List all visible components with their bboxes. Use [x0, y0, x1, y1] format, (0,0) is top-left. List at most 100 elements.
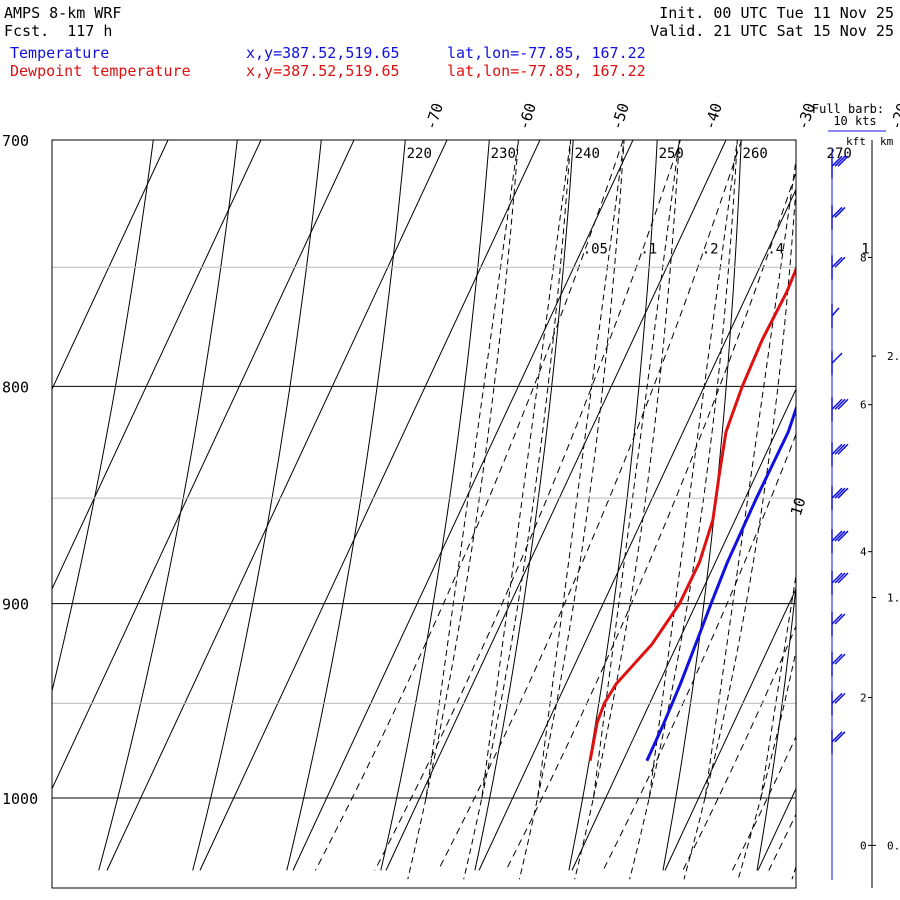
wind-barb — [831, 571, 849, 596]
isotherm — [664, 587, 796, 871]
isotherm-tick-label: -20 — [886, 101, 900, 132]
barb-flag — [837, 398, 849, 410]
kft-tick-label: 0 — [860, 839, 867, 852]
kft-tick-label: 4 — [860, 546, 867, 559]
theta-label: 250 — [659, 146, 684, 162]
barb-flag — [834, 613, 846, 625]
moist-adiabat — [683, 156, 796, 880]
barb-flag — [837, 443, 849, 455]
mixing-ratio-line — [731, 735, 796, 871]
barb-flag — [837, 530, 849, 542]
wind-barb — [831, 397, 849, 422]
barb-flag — [831, 443, 843, 455]
km-tick-label: 2. — [887, 350, 900, 363]
isotherm — [199, 140, 541, 871]
barb-flag — [834, 692, 846, 704]
barb-flag — [831, 487, 843, 499]
dry-adiabat — [192, 140, 322, 871]
barb-flag — [831, 155, 843, 167]
mixing-ratio-line — [505, 170, 796, 871]
model-title: AMPS 8-km WRF — [4, 4, 122, 22]
isotherm-tick-label: 10 — [787, 495, 810, 518]
plot-frame — [51, 139, 797, 889]
barb-flag — [834, 206, 846, 218]
km-tick-label: 0. — [887, 839, 900, 852]
init-time: Init. 00 UTC Tue 11 Nov 25 — [659, 4, 894, 22]
barb-flag — [831, 530, 843, 542]
valid-time: Valid. 21 UTC Sat 15 Nov 25 — [650, 22, 894, 40]
dry-adiabat — [98, 140, 238, 871]
barb-flag — [831, 206, 843, 218]
moist-adiabat — [791, 864, 796, 880]
isotherm-tick-label: -40 — [700, 101, 725, 132]
pressure-tick-label: 900 — [2, 596, 29, 614]
mixing-ratio-label: .1 — [640, 241, 657, 257]
sounding-profiles — [588, 265, 796, 762]
isotherm — [478, 188, 796, 871]
legend-dewpoint-xy: x,y=387.52,519.65 — [246, 62, 400, 80]
isotherm-tick-label: -70 — [421, 101, 446, 132]
barb-flag — [834, 530, 846, 542]
isotherm — [851, 140, 900, 870]
barb-flag — [834, 398, 846, 410]
barb-flag — [834, 256, 846, 268]
legend-temperature-latlon: lat,lon=-77.85, 167.22 — [447, 44, 646, 62]
theta-label: 220 — [407, 146, 432, 162]
wind-barb — [831, 612, 846, 637]
dewpoint-profile — [588, 265, 796, 761]
moist-adiabat — [518, 140, 625, 880]
barb-flag — [834, 572, 846, 584]
wind-barb — [831, 205, 846, 230]
wind-barb — [831, 652, 846, 677]
barb-flag — [834, 653, 846, 665]
theta-label: 230 — [491, 146, 516, 162]
temperature-profile — [645, 404, 796, 762]
mixing-ratio-label: .05 — [583, 241, 608, 257]
dry-adiabat — [52, 140, 154, 694]
isotherm-tick-label: -60 — [514, 101, 539, 132]
barb-flag — [837, 487, 849, 499]
mixing-ratio-line — [682, 625, 796, 871]
barb-flag — [831, 731, 843, 743]
km-axis-label: km — [880, 135, 894, 148]
isotherm — [385, 140, 727, 871]
moist-adiabat — [846, 140, 900, 879]
barb-flag — [831, 692, 843, 704]
pressure-tick-label: 800 — [2, 378, 29, 396]
mixing-ratio-line — [602, 432, 796, 871]
wind-barb — [831, 691, 846, 716]
barb-flag — [831, 256, 843, 268]
moist-adiabat — [463, 140, 572, 880]
barb-flag — [834, 443, 846, 455]
isotherm — [52, 140, 169, 391]
barb-flag — [831, 572, 843, 584]
isotherm-tick-label: -50 — [607, 101, 632, 132]
moist-adiabat — [737, 572, 796, 880]
wind-barb — [831, 486, 849, 511]
isotherm — [52, 140, 355, 790]
isotherm — [106, 140, 448, 871]
dry-adiabat — [286, 140, 406, 871]
wind-barb — [831, 529, 849, 554]
theta-label: 260 — [743, 146, 768, 162]
barb-flag — [834, 155, 846, 167]
mixing-ratio-line — [437, 140, 742, 871]
kft-tick-label: 2 — [860, 692, 867, 705]
dry-adiabat — [756, 582, 796, 871]
barb-flag — [837, 572, 849, 584]
forecast-hour: Fcst. 117 h — [4, 22, 113, 40]
barb-flag — [831, 653, 843, 665]
barb-legend-line2: 10 kts — [833, 114, 876, 128]
legend-dewpoint-name: Dewpoint temperature — [10, 62, 191, 80]
kft-tick-label: 8 — [860, 251, 867, 264]
barb-flag — [831, 613, 843, 625]
pressure-tick-label: 1000 — [2, 790, 38, 808]
mixing-ratio-label: .2 — [702, 241, 719, 257]
dry-adiabat — [568, 140, 658, 871]
theta-label: 240 — [575, 146, 600, 162]
legend-temperature-name: Temperature — [10, 44, 110, 62]
wind-barb — [831, 255, 846, 280]
moist-adiabat — [629, 140, 738, 880]
barb-flag — [837, 155, 849, 167]
isotherm — [52, 140, 262, 591]
